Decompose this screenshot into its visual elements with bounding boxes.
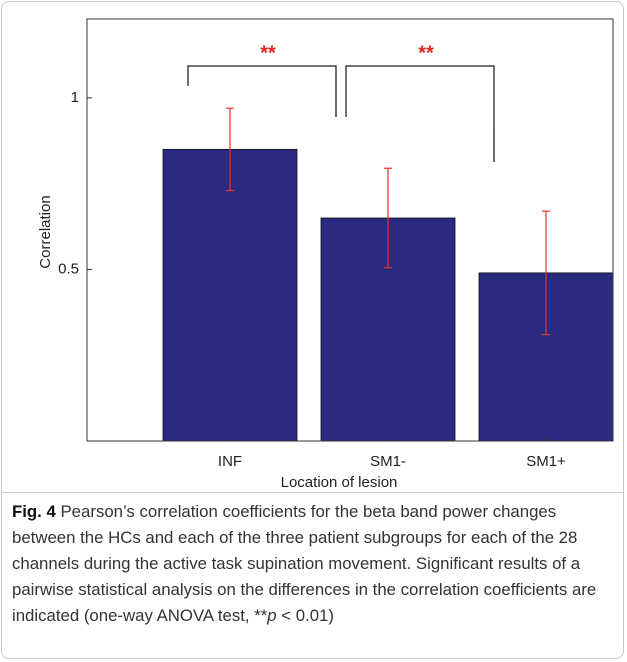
caption-italic: p: [267, 606, 277, 625]
caption: Fig. 4 Pearson’s correlation coefficient…: [2, 492, 623, 658]
caption-text: Pearson’s correlation coefficients for t…: [12, 502, 597, 625]
x-tick-label: INF: [218, 453, 242, 470]
caption-text: < 0.01): [276, 606, 334, 625]
plot-frame: [86, 18, 614, 442]
chart: Correlation Location of lesion 0.5 1 INF SM…: [37, 18, 614, 491]
y-tick-label: 1: [71, 89, 79, 106]
y-axis-label: Correlation: [37, 195, 54, 268]
x-tick-label: SM1-: [370, 453, 406, 470]
bracket: [345, 65, 495, 162]
x-tick-label: SM1+: [526, 453, 566, 470]
bracket: [187, 65, 337, 117]
y-tick-label: 0.5: [58, 260, 79, 277]
caption-label: Fig. 4: [12, 502, 56, 521]
bar: [162, 148, 298, 442]
x-axis-label: Location of lesion: [281, 474, 398, 491]
significance: **: [418, 42, 434, 64]
significance: **: [260, 42, 276, 64]
